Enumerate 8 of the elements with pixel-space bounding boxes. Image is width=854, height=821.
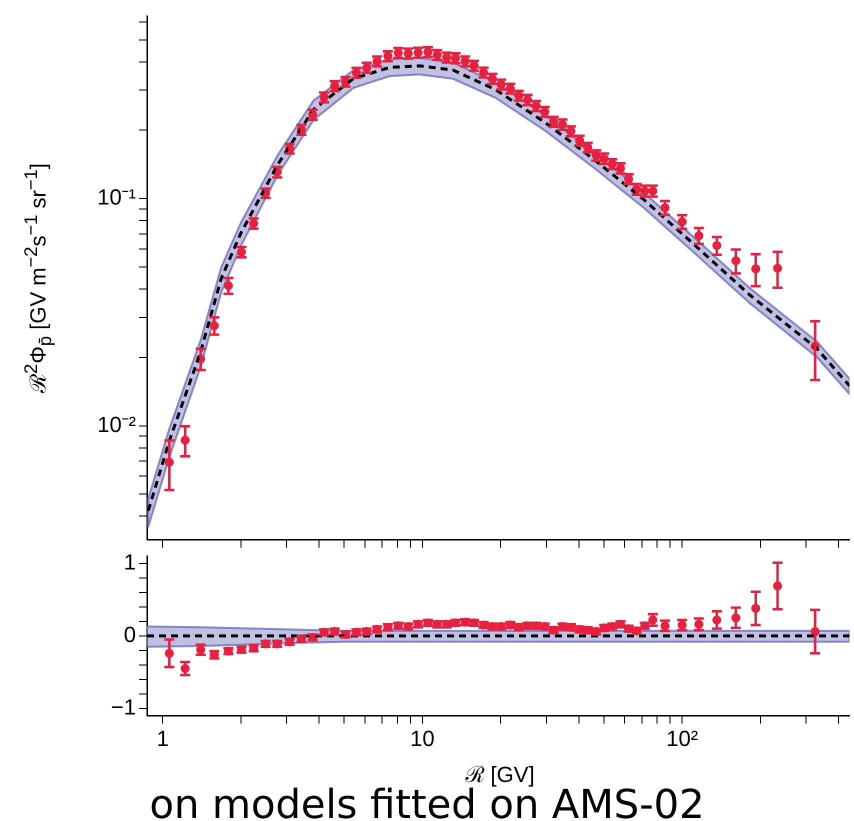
x-tick-label: 10²	[666, 726, 698, 751]
x-tick-label: 10	[410, 726, 435, 751]
y-tick-label: 10⁻²	[97, 412, 136, 437]
y-tick-label: 10⁻¹	[97, 184, 136, 210]
y-tick-label: −1	[110, 694, 136, 720]
x-tick-label: 1	[156, 726, 169, 751]
y-tick-label: 0	[124, 622, 136, 647]
y-tick-label: 1	[124, 550, 136, 575]
